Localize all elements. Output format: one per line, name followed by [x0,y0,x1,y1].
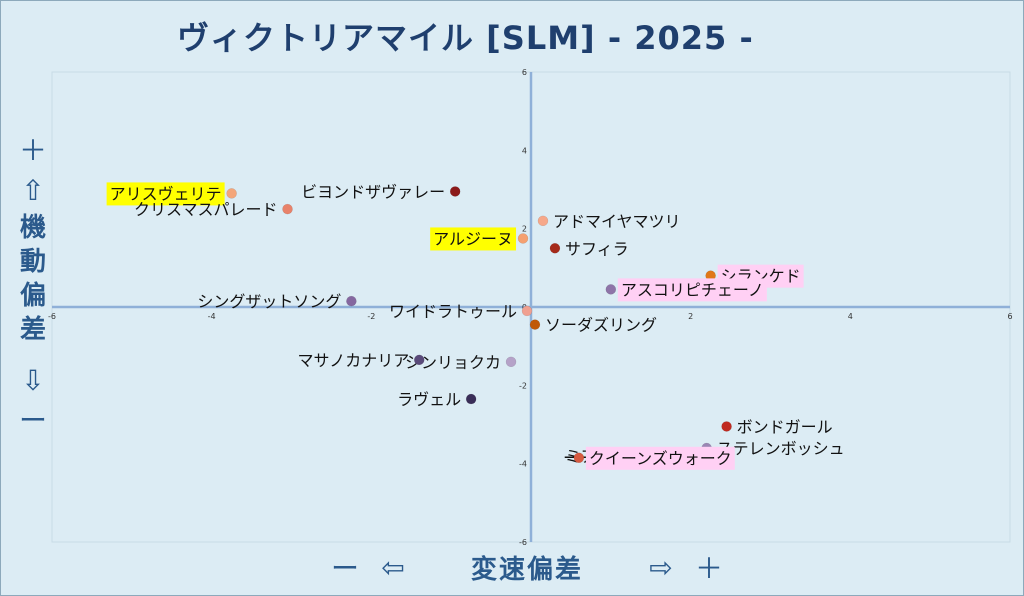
up-arrow-icon: ⇧ [21,174,45,207]
data-point [226,188,237,199]
x-tick-label: 6 [1007,312,1012,321]
y-tick-label: 2 [522,225,527,234]
x-plus-sign: ＋ [695,552,724,585]
y-tick-label: 4 [522,146,527,155]
left-arrow-icon: ⇦ [381,550,405,584]
point-label: シングザットソング [197,292,341,311]
point-label: マサノカナリア [298,351,410,370]
data-point [605,284,617,295]
right-arrow-icon: ⇨ [649,550,673,584]
point-label: クイーンズウォーク [589,449,732,468]
x-minus-sign: ー [331,552,360,585]
y-tick-label: -6 [519,538,527,547]
point-label: アドマイヤマツリ [553,212,681,231]
point-label: アリスヴェリテ [110,184,222,203]
point-label: サフィラ [565,239,629,258]
data-point [517,233,529,244]
point-label: ワイドラトゥール [389,302,517,321]
data-point [529,319,541,330]
data-point [549,243,561,254]
data-point [573,452,585,464]
y-label-char: 偏 [19,281,46,311]
x-tick-label: 4 [848,312,853,321]
label-highlight [106,182,225,206]
x-axis-title: 変速偏差 [471,554,584,585]
point-label: クリスマスパレード [134,200,278,219]
y-tick-label: 6 [522,68,527,77]
y-axis-label: ＋ ⇧ 機 動 偏 差 ⇩ ー [11,131,55,441]
x-tick-label: -4 [208,312,216,321]
x-axis-label: ー ⇦ 変速偏差 ⇨ ＋ [331,547,723,587]
data-point [537,215,549,227]
down-arrow-icon: ⇩ [21,364,45,397]
point-label: ソーダズリング [545,316,657,335]
chart-title: ヴィクトリアマイル [SLM] - 2025 - [177,19,754,57]
point-label: アスコリピチェーノ [621,280,764,299]
data-point [465,393,477,405]
y-minus-sign: ー [18,404,47,437]
label-highlight [585,446,735,470]
y-label-char: 動 [19,247,46,277]
data-point [721,421,732,432]
data-point [505,356,517,368]
data-point [521,305,533,317]
y-label-char: 差 [19,315,46,345]
data-point [449,186,461,197]
label-highlight [617,278,767,302]
y-plus-sign: ＋ [18,134,47,167]
data-point [282,203,293,215]
point-label: アルジーヌ [433,229,513,248]
x-tick-label: 2 [688,312,693,321]
y-tick-label: -4 [519,460,527,469]
label-highlight [430,227,517,251]
y-tick-label: -2 [519,381,527,390]
data-point [413,354,425,366]
x-tick-label: -6 [48,312,56,321]
y-label-char: 機 [19,213,46,243]
data-point [346,295,357,307]
x-tick-label: -2 [367,312,375,321]
point-label: ビヨンドザヴァレー [301,182,445,201]
point-label: ステレンボッシュ [717,439,845,458]
point-label: ラヴェル [397,390,461,409]
point-label: シンリョクカ [405,353,501,372]
point-label: ボンドガール [737,417,833,436]
